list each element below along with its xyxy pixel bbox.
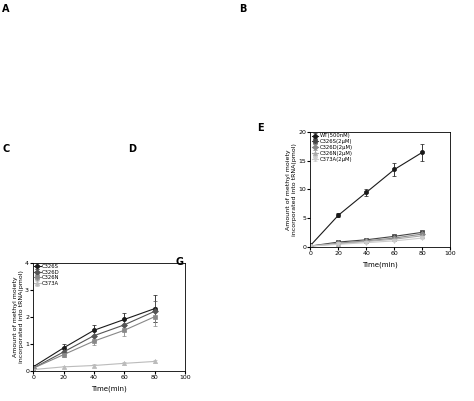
Text: B: B <box>239 4 247 14</box>
Y-axis label: Amount of methyl moiety
incorporated into tRNA(pmol): Amount of methyl moiety incorporated int… <box>13 270 24 363</box>
Text: G: G <box>175 257 183 267</box>
Legend: WT(500nM), C326S(2μM), C326D(2μM), C326N(2μM), C373A(2μM): WT(500nM), C326S(2μM), C326D(2μM), C326N… <box>311 134 353 162</box>
Text: E: E <box>257 123 264 133</box>
X-axis label: Time(min): Time(min) <box>91 386 127 392</box>
Y-axis label: Amount of methyl moiety
incorporated into tRNA(pmol): Amount of methyl moiety incorporated int… <box>286 143 297 236</box>
X-axis label: Time(min): Time(min) <box>363 261 398 268</box>
Text: D: D <box>128 144 136 154</box>
Text: C: C <box>2 144 9 154</box>
Legend: C326S, C326D, C326N, C373A: C326S, C326D, C326N, C373A <box>34 264 60 286</box>
Text: A: A <box>2 4 10 14</box>
